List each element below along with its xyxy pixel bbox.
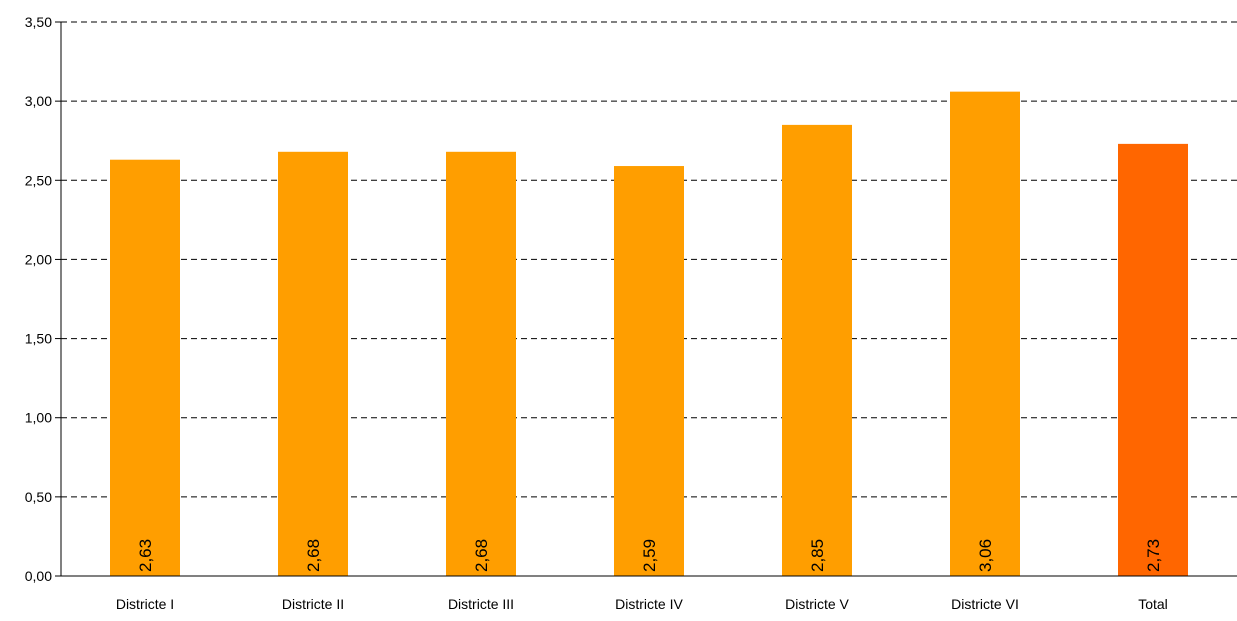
x-category-label: Total — [1138, 596, 1168, 612]
x-category-label: Districte V — [785, 596, 849, 612]
bar-value-label: 3,06 — [976, 539, 995, 572]
bar-value-labels: 2,63 2,68 2,68 2,59 2,85 3,06 2,73 — [136, 539, 1163, 572]
bar-total — [1118, 143, 1188, 576]
axes — [55, 21, 1237, 577]
y-tick-labels: 0,00 0,50 1,00 1,50 2,00 2,50 3,00 3,50 — [25, 14, 52, 584]
bar-value-label: 2,68 — [472, 539, 491, 572]
bar-value-label: 2,63 — [136, 539, 155, 572]
x-category-label: Districte I — [116, 596, 174, 612]
x-category-label: Districte II — [282, 596, 344, 612]
x-category-labels: Districte I Districte II Districte III Dist… — [116, 596, 1168, 612]
bar-value-label: 2,73 — [1144, 539, 1163, 572]
y-tick-label: 2,50 — [25, 172, 52, 188]
y-tick-label: 3,50 — [25, 14, 52, 30]
gridlines — [61, 21, 1237, 498]
x-category-label: Districte IV — [615, 596, 683, 612]
x-category-label: Districte III — [448, 596, 514, 612]
y-tick-label: 1,50 — [25, 331, 52, 347]
bar — [950, 91, 1020, 576]
bar-value-label: 2,59 — [640, 539, 659, 572]
bar — [110, 159, 180, 577]
y-tick-label: 2,00 — [25, 251, 52, 267]
bar — [446, 151, 516, 576]
y-tick-label: 1,00 — [25, 410, 52, 426]
bars — [110, 91, 1188, 577]
x-category-label: Districte VI — [951, 596, 1019, 612]
bar-value-label: 2,85 — [808, 539, 827, 572]
bar — [614, 166, 684, 577]
bar — [782, 124, 852, 576]
y-tick-label: 3,00 — [25, 93, 52, 109]
bar-value-label: 2,68 — [304, 539, 323, 572]
bar — [278, 151, 348, 576]
y-tick-label: 0,50 — [25, 489, 52, 505]
y-tick-label: 0,00 — [25, 568, 52, 584]
